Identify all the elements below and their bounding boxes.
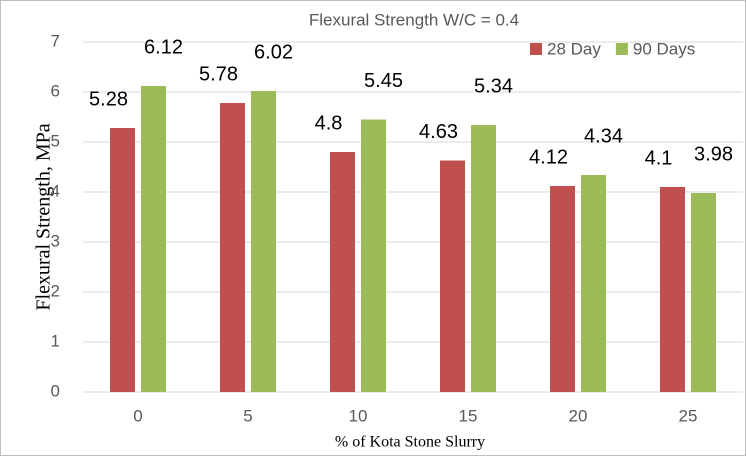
- x-tick-label: 5: [243, 406, 252, 425]
- x-tick-label: 25: [679, 406, 698, 425]
- legend-swatch: [530, 43, 542, 55]
- y-axis-label: Flexural Strength, MPa: [33, 123, 55, 310]
- data-label: 5.78: [199, 63, 238, 85]
- bar: [581, 175, 606, 392]
- data-label: 4.63: [419, 121, 458, 143]
- x-tick-label: 20: [569, 406, 588, 425]
- data-label: 5.28: [89, 88, 128, 110]
- bar: [440, 160, 465, 392]
- legend-label: 90 Days: [633, 39, 695, 58]
- x-axis-label: % of Kota Stone Slurry: [335, 434, 485, 451]
- y-tick-label: 7: [51, 31, 60, 50]
- bar: [361, 119, 386, 392]
- chart-title: Flexural Strength W/C = 0.4: [309, 10, 519, 29]
- legend-swatch: [615, 43, 628, 55]
- x-tick-label: 15: [459, 406, 478, 425]
- data-label: 5.45: [364, 70, 403, 92]
- x-tick-label: 0: [133, 406, 142, 425]
- bar: [141, 86, 166, 392]
- y-tick-label: 3: [51, 231, 60, 250]
- legend-label: 28 Day: [547, 39, 601, 58]
- data-label: 3.98: [694, 143, 733, 165]
- data-label: 4.12: [529, 146, 568, 168]
- y-tick-label: 2: [51, 281, 60, 300]
- data-label: 6.02: [254, 41, 293, 63]
- data-label: 6.12: [144, 36, 183, 58]
- x-tick-label: 10: [349, 406, 368, 425]
- bar: [220, 103, 245, 392]
- data-label: 5.34: [474, 75, 513, 97]
- bar: [550, 186, 575, 392]
- bar: [110, 128, 135, 392]
- y-tick-label: 1: [51, 331, 60, 350]
- data-label: 4.34: [584, 125, 623, 147]
- y-tick-label: 0: [51, 381, 60, 400]
- data-label: 4.8: [315, 112, 343, 134]
- bar: [330, 152, 355, 392]
- data-label: 4.1: [645, 147, 673, 169]
- y-tick-label: 6: [51, 81, 60, 100]
- y-tick-label: 5: [51, 131, 60, 150]
- bar: [660, 187, 685, 392]
- bar: [251, 91, 276, 392]
- bar: [691, 193, 716, 392]
- y-tick-label: 4: [51, 181, 60, 200]
- bar: [471, 125, 496, 392]
